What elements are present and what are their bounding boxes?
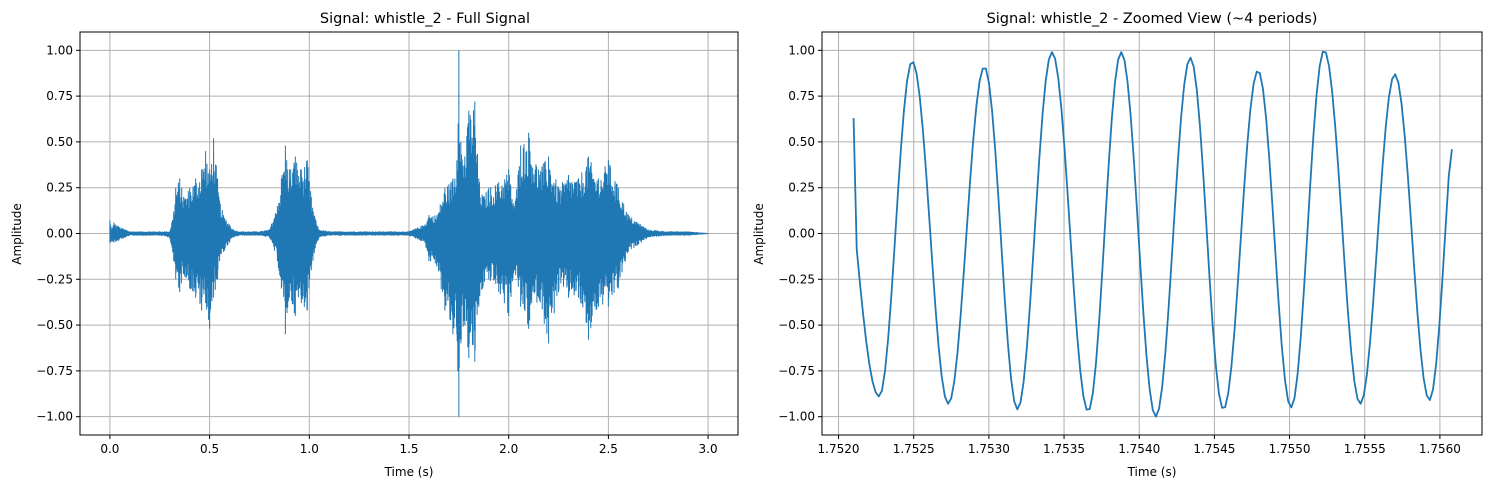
right-chart-x-axis-label: Time (s) bbox=[1127, 465, 1177, 479]
left-chart-signal-line bbox=[109, 50, 709, 417]
left-chart-y-axis-label: Amplitude bbox=[10, 203, 24, 265]
left-chart-y-tick-label: 0.50 bbox=[46, 135, 73, 149]
right-chart-x-ticks: 1.7520 1.7525 1.7530 1.7535 1.7540 1.7545 1.75… bbox=[818, 435, 1461, 456]
left-chart-y-tick-label: 0.75 bbox=[46, 89, 73, 103]
left-chart-full-signal: Signal: whistle_2 - Full Signal 0.0 0.5 1.… bbox=[10, 11, 739, 479]
left-chart-title: Signal: whistle_2 - Full Signal bbox=[320, 11, 530, 27]
right-chart-x-tick-label: 1.7520 bbox=[818, 442, 860, 456]
right-chart-plot-area bbox=[852, 50, 1453, 418]
right-chart-y-ticks: −1.00 −0.75 −0.50 −0.25 0.00 0.25 0.50 0.75 1.00 bbox=[778, 43, 822, 424]
left-chart-x-tick-label: 3.0 bbox=[699, 442, 718, 456]
right-chart-x-tick-label: 1.7530 bbox=[968, 442, 1010, 456]
right-chart-x-tick-label: 1.7535 bbox=[1043, 442, 1085, 456]
left-chart-y-ticks: −1.00 −0.75 −0.50 −0.25 0.00 0.25 0.50 0.75 1.00 bbox=[36, 43, 80, 424]
right-chart-grid bbox=[822, 32, 1482, 435]
right-chart-x-tick-label: 1.7555 bbox=[1344, 442, 1386, 456]
right-chart-x-tick-label: 1.7545 bbox=[1193, 442, 1235, 456]
left-chart-y-tick-label: −0.75 bbox=[36, 364, 73, 378]
left-chart-x-tick-label: 1.0 bbox=[300, 442, 319, 456]
right-chart-y-axis-label: Amplitude bbox=[752, 203, 766, 265]
left-chart-plot-area bbox=[109, 50, 709, 417]
left-chart-y-tick-label: 1.00 bbox=[46, 43, 73, 57]
right-chart-y-tick-label: −0.25 bbox=[778, 272, 815, 286]
left-chart-y-tick-label: −0.25 bbox=[36, 272, 73, 286]
left-chart-x-ticks: 0.0 0.5 1.0 1.5 2.0 2.5 3.0 bbox=[100, 435, 718, 456]
right-chart-y-tick-label: 0.25 bbox=[788, 181, 815, 195]
left-chart-x-tick-label: 2.0 bbox=[499, 442, 518, 456]
left-chart-y-tick-label: 0.00 bbox=[46, 227, 73, 241]
right-chart-y-tick-label: 0.50 bbox=[788, 135, 815, 149]
right-chart-y-tick-label: 0.75 bbox=[788, 89, 815, 103]
right-chart-y-tick-label: 0.00 bbox=[788, 227, 815, 241]
right-chart-title: Signal: whistle_2 - Zoomed View (~4 peri… bbox=[987, 11, 1318, 27]
right-chart-signal-line bbox=[852, 50, 1453, 418]
right-chart-y-tick-label: −1.00 bbox=[778, 410, 815, 424]
right-chart-x-tick-label: 1.7550 bbox=[1269, 442, 1311, 456]
right-chart-y-tick-label: −0.75 bbox=[778, 364, 815, 378]
right-chart-y-tick-label: 1.00 bbox=[788, 43, 815, 57]
right-chart-y-tick-label: −0.50 bbox=[778, 318, 815, 332]
left-chart-x-tick-label: 0.5 bbox=[200, 442, 219, 456]
left-chart-x-tick-label: 0.0 bbox=[100, 442, 119, 456]
left-chart-x-axis-label: Time (s) bbox=[384, 465, 434, 479]
right-chart-x-tick-label: 1.7540 bbox=[1118, 442, 1160, 456]
right-chart-x-tick-label: 1.7525 bbox=[893, 442, 935, 456]
left-chart-y-tick-label: −0.50 bbox=[36, 318, 73, 332]
left-chart-x-tick-label: 2.5 bbox=[599, 442, 618, 456]
left-chart-x-tick-label: 1.5 bbox=[399, 442, 418, 456]
left-chart-y-tick-label: 0.25 bbox=[46, 181, 73, 195]
right-chart-zoomed-view: Signal: whistle_2 - Zoomed View (~4 peri… bbox=[752, 11, 1483, 479]
right-chart-x-tick-label: 1.7560 bbox=[1419, 442, 1461, 456]
left-chart-y-tick-label: −1.00 bbox=[36, 410, 73, 424]
